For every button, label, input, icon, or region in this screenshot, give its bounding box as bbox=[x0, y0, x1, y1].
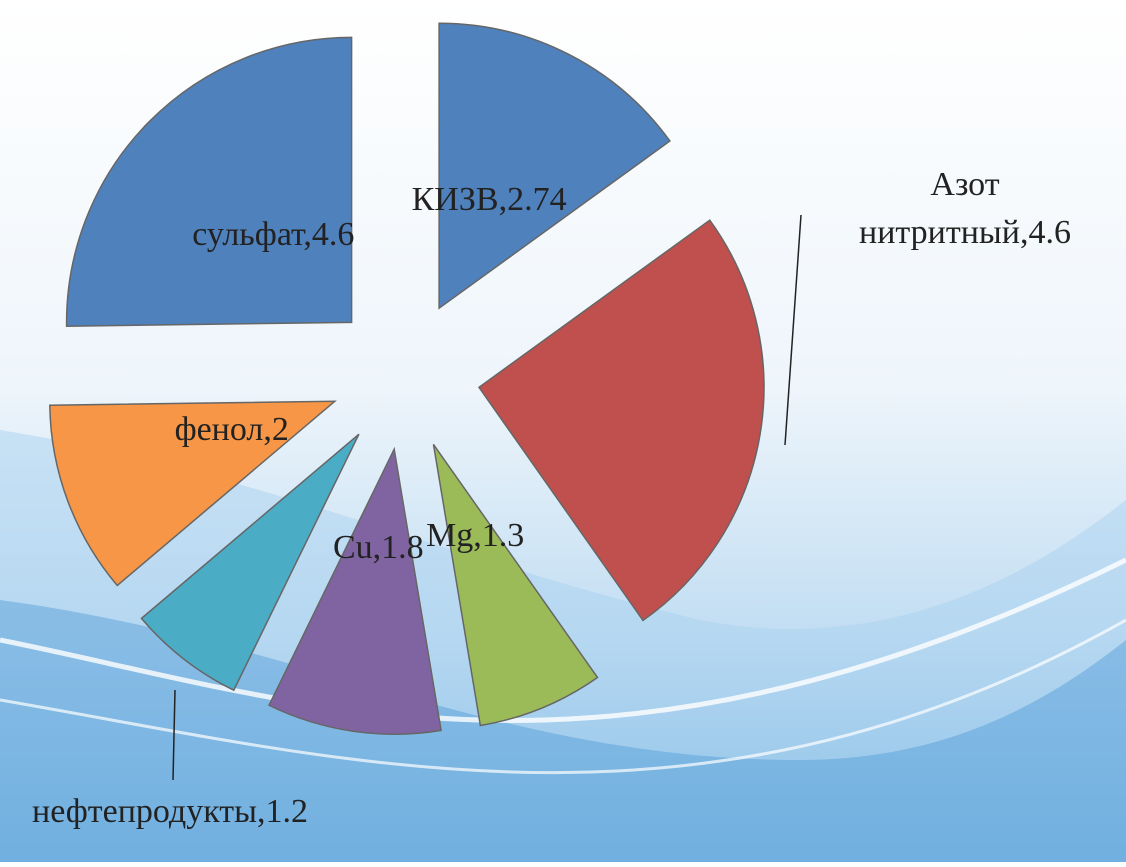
pie-slice bbox=[49, 400, 337, 587]
data-label: КИЗВ,2.74 bbox=[412, 181, 567, 218]
data-label: Mg,1.3 bbox=[426, 517, 524, 554]
pie-slice bbox=[268, 446, 442, 735]
pie-slice bbox=[140, 433, 360, 692]
data-label: Азот нитритный,4.6 bbox=[859, 166, 1071, 251]
data-label: сульфат,4.6 bbox=[192, 216, 354, 253]
pie-slice bbox=[438, 22, 671, 310]
data-label: нефтепродукты,1.2 bbox=[32, 793, 308, 830]
wave bbox=[0, 600, 1126, 862]
leader-line bbox=[172, 689, 176, 781]
data-label: Cu,1.8 bbox=[333, 529, 424, 566]
wave-line bbox=[0, 618, 1126, 775]
pie-slice bbox=[65, 36, 353, 328]
pie-slice bbox=[432, 443, 599, 727]
pie-slice bbox=[477, 219, 765, 622]
wave-line bbox=[0, 557, 1126, 723]
pie bbox=[49, 22, 765, 735]
data-label-line: нитритный,4.6 bbox=[859, 214, 1071, 251]
data-label-line: Азот bbox=[930, 166, 999, 203]
leader-line bbox=[784, 214, 802, 446]
data-label: фенол,2 bbox=[175, 411, 289, 448]
